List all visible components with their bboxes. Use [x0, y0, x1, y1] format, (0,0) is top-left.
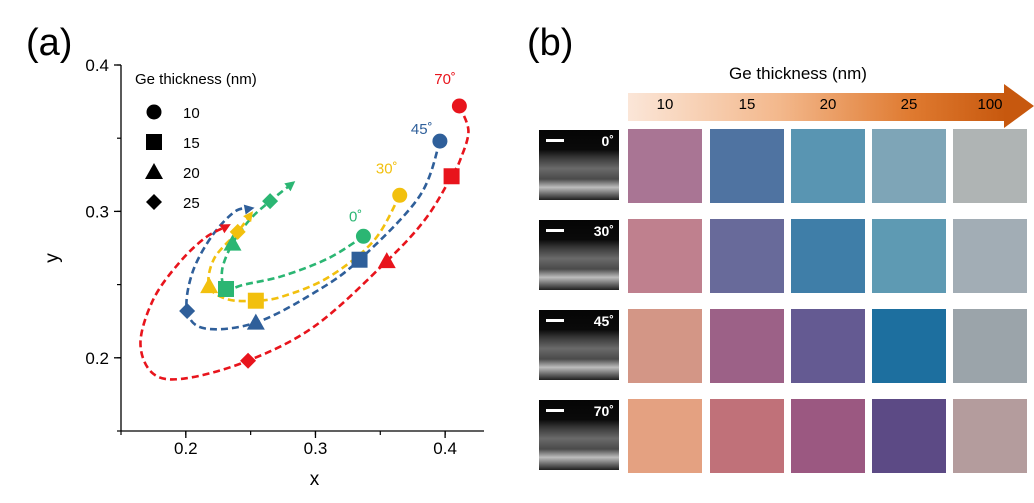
color-swatch [872, 129, 946, 203]
color-swatch [872, 219, 946, 293]
color-swatch [710, 399, 784, 473]
legend-entry-label: 10 [183, 105, 200, 122]
scale-bar [546, 229, 564, 232]
angle-annotations: 0˚ 30˚ 45˚ 70˚ [349, 71, 456, 226]
color-swatch [953, 399, 1027, 473]
color-swatch [710, 129, 784, 203]
angle-label: 70˚ [434, 71, 456, 88]
x-tick-label: 0.3 [304, 439, 328, 458]
sem-angle-label: 30˚ [593, 223, 614, 239]
arrowhead-0deg [284, 181, 296, 192]
marker-70deg-10nm [451, 98, 467, 114]
marker-45deg-20nm [246, 313, 265, 330]
legend: Ge thickness (nm) 10 15 20 25 [135, 71, 257, 212]
sem-cross-section-image: 30˚ [539, 220, 619, 290]
thickness-label: 100 [977, 96, 1003, 113]
marker-70deg-20nm [377, 252, 396, 269]
scale-bar [546, 409, 564, 412]
panel-b-label: (b) [527, 22, 574, 64]
thickness-label: 25 [900, 96, 918, 113]
color-swatch [953, 309, 1027, 383]
y-tick-label: 0.3 [85, 202, 109, 221]
angle-label: 30˚ [376, 160, 398, 177]
scale-bar [546, 319, 564, 322]
color-swatch [710, 309, 784, 383]
color-swatch [791, 219, 865, 293]
legend-circle-marker [146, 104, 162, 120]
data-markers [179, 98, 467, 369]
legend-triangle-marker [145, 163, 163, 179]
y-tick-label: 0.2 [85, 349, 109, 368]
thickness-label: 15 [738, 96, 756, 113]
marker-45deg-25nm [179, 302, 196, 319]
legend-square-marker [146, 134, 162, 150]
marker-70deg-15nm [443, 168, 460, 185]
marker-45deg-15nm [351, 251, 368, 268]
thickness-axis-title: Ge thickness (nm) [729, 64, 867, 83]
sem-cross-section-image: 0˚ [539, 130, 619, 200]
legend-entry-label: 25 [183, 195, 200, 212]
sem-cross-section-image: 70˚ [539, 400, 619, 470]
panel-a-label: (a) [26, 22, 73, 64]
marker-0deg-15nm [218, 280, 235, 297]
marker-0deg-10nm [355, 228, 371, 244]
thickness-label: 10 [656, 96, 674, 113]
sem-cross-section-image: 45˚ [539, 310, 619, 380]
thickness-label: 20 [819, 96, 837, 113]
color-swatch [710, 219, 784, 293]
sem-angle-label: 45˚ [593, 313, 614, 329]
thickness-gradient-arrow [628, 84, 1034, 128]
angle-label: 0˚ [349, 209, 362, 226]
color-swatch [872, 399, 946, 473]
color-swatch [628, 309, 702, 383]
color-swatch [953, 219, 1027, 293]
arrowhead-70deg [219, 224, 231, 234]
marker-0deg-25nm [262, 193, 279, 210]
color-swatch [791, 309, 865, 383]
scale-bar [546, 139, 564, 142]
sem-angle-label: 70˚ [593, 403, 614, 419]
color-swatch [872, 309, 946, 383]
sem-angle-label: 0˚ [601, 133, 614, 149]
marker-30deg-20nm [200, 277, 219, 294]
marker-45deg-10nm [432, 133, 448, 149]
color-swatch [791, 399, 865, 473]
legend-entry-label: 15 [183, 135, 200, 152]
legend-diamond-marker [146, 194, 162, 210]
marker-30deg-10nm [392, 187, 408, 203]
x-tick-label: 0.4 [433, 439, 457, 458]
x-tick-label: 0.2 [174, 439, 198, 458]
legend-entry-label: 20 [183, 165, 200, 182]
marker-0deg-20nm [223, 234, 242, 251]
marker-30deg-15nm [247, 292, 264, 309]
color-swatch [953, 129, 1027, 203]
color-swatch [628, 399, 702, 473]
y-tick-label: 0.4 [85, 56, 109, 75]
plot-axes: 0.2 0.3 0.4 0.2 0.3 0.4 x y [42, 56, 484, 490]
color-swatch [628, 219, 702, 293]
y-axis-label: y [42, 253, 63, 263]
marker-70deg-25nm [240, 352, 257, 369]
angle-label: 45˚ [411, 121, 433, 138]
color-swatch [628, 129, 702, 203]
legend-title: Ge thickness (nm) [135, 71, 257, 88]
color-swatch [791, 129, 865, 203]
arrowhead-45deg [243, 204, 255, 215]
arrowhead-30deg [243, 211, 254, 223]
marker-30deg-25nm [229, 223, 246, 240]
x-axis-label: x [310, 469, 320, 490]
